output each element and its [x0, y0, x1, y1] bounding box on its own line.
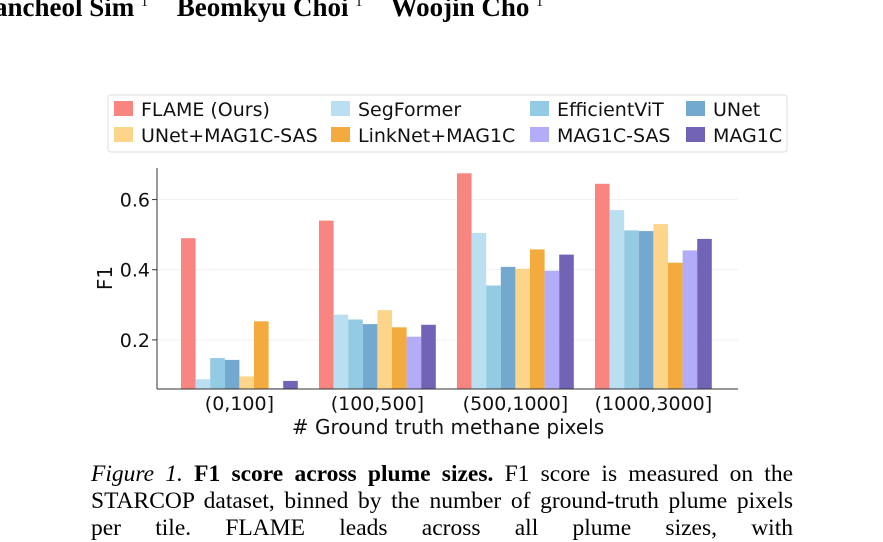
- x-tick-label-2: (500,1000]: [463, 393, 568, 415]
- caption-label: Figure 1.: [91, 461, 183, 487]
- legend-swatch-mag1c-sas: [530, 127, 549, 142]
- legend-label-unet-mag1c-sas: UNet+MAG1C-SAS: [141, 125, 318, 147]
- bar-mag1c-sas-4: [682, 250, 698, 389]
- author-3: Woojin Cho 1: [390, 0, 544, 22]
- bar-efficientvit-4: [624, 230, 639, 389]
- bar-efficientvit-1: [210, 358, 225, 389]
- x-tick-label-0: (0,100]: [205, 393, 274, 415]
- bar-segformer-3: [471, 232, 487, 389]
- y-tick-label-0: 0.2: [120, 330, 150, 352]
- bar-flame-ours-1: [181, 238, 196, 389]
- legend-swatch-linknet-mag1c: [331, 127, 350, 142]
- bars: [181, 173, 712, 389]
- bar-unet-4: [638, 231, 654, 389]
- bar-mag1c-3: [559, 254, 574, 389]
- bar-flame-ours-3: [457, 173, 472, 389]
- legend-swatch-efficientvit: [530, 101, 549, 116]
- legend-label-mag1c-sas: MAG1C-SAS: [557, 125, 670, 147]
- bar-mag1c-sas-3: [544, 270, 560, 389]
- bar-efficientvit-2: [348, 319, 363, 389]
- legend-label-efficientvit: EfficientViT: [557, 99, 664, 121]
- bar-unet-mag1c-sas-3: [515, 268, 530, 389]
- bar-segformer-4: [609, 210, 625, 389]
- bar-linknet-mag1c-4: [668, 262, 683, 389]
- bar-linknet-mag1c-1: [254, 321, 269, 389]
- chart-legend: FLAME (Ours) UNet+MAG1C-SAS SegFormer LinkN…: [107, 94, 788, 153]
- x-axis-label: # Ground truth methane pixels: [292, 415, 604, 439]
- bar-linknet-mag1c-3: [530, 249, 545, 389]
- bar-segformer-1: [195, 379, 211, 389]
- legend-swatch-segformer: [331, 101, 350, 116]
- bar-mag1c-2: [421, 324, 436, 389]
- caption-title: F1 score across plume sizes.: [194, 461, 494, 487]
- legend-swatch-unet-mag1c-sas: [114, 127, 133, 142]
- legend-label-flame-ours: FLAME (Ours): [141, 99, 270, 121]
- author-2: Beomkyu Choi 1: [176, 0, 363, 22]
- legend-swatch-mag1c: [686, 127, 705, 142]
- legend-label-unet: UNet: [713, 99, 760, 121]
- bar-chart: FLAME (Ours) UNet+MAG1C-SAS SegFormer LinkN…: [93, 94, 788, 439]
- legend-swatch-unet: [686, 101, 705, 116]
- y-tick-label-1: 0.4: [120, 260, 150, 282]
- bar-unet-1: [224, 359, 240, 389]
- x-ticks: (0,100] (100,500] (500,1000] (1000,3000]: [205, 393, 712, 415]
- x-tick-label-3: (1000,3000]: [595, 393, 713, 415]
- bar-unet-mag1c-sas-1: [239, 376, 254, 389]
- bar-linknet-mag1c-2: [392, 327, 407, 389]
- bar-efficientvit-3: [486, 285, 501, 389]
- author-1: ancheol Sim 1: [0, 0, 149, 22]
- bar-unet-3: [500, 266, 516, 389]
- bar-unet-2: [362, 324, 378, 389]
- legend-frame: [107, 94, 788, 153]
- bar-mag1c-4: [697, 238, 712, 389]
- bar-segformer-2: [333, 314, 349, 389]
- figure-caption: Figure 1. F1 score across plume sizes. F…: [91, 461, 793, 542]
- bar-mag1c-1: [283, 380, 298, 389]
- bar-unet-mag1c-sas-2: [377, 310, 392, 389]
- legend-swatch-flame-ours: [114, 101, 133, 116]
- x-tick-label-1: (100,500]: [331, 393, 424, 415]
- bar-mag1c-sas-2: [406, 336, 422, 389]
- axes: [156, 168, 738, 390]
- y-tick-label-2: 0.6: [120, 190, 150, 212]
- legend-label-segformer: SegFormer: [358, 99, 461, 121]
- legend-label-mag1c: MAG1C: [713, 125, 782, 147]
- legend-label-linknet-mag1c: LinkNet+MAG1C: [358, 125, 515, 147]
- y-axis-label: F1: [93, 266, 117, 290]
- bar-flame-ours-2: [319, 220, 334, 389]
- y-ticks: 0.2 0.4 0.6: [120, 190, 157, 352]
- bar-flame-ours-4: [595, 183, 610, 389]
- bar-unet-mag1c-sas-4: [653, 224, 668, 389]
- author-line: ancheol Sim 1 Beomkyu Choi 1 Woojin Cho …: [0, 0, 565, 23]
